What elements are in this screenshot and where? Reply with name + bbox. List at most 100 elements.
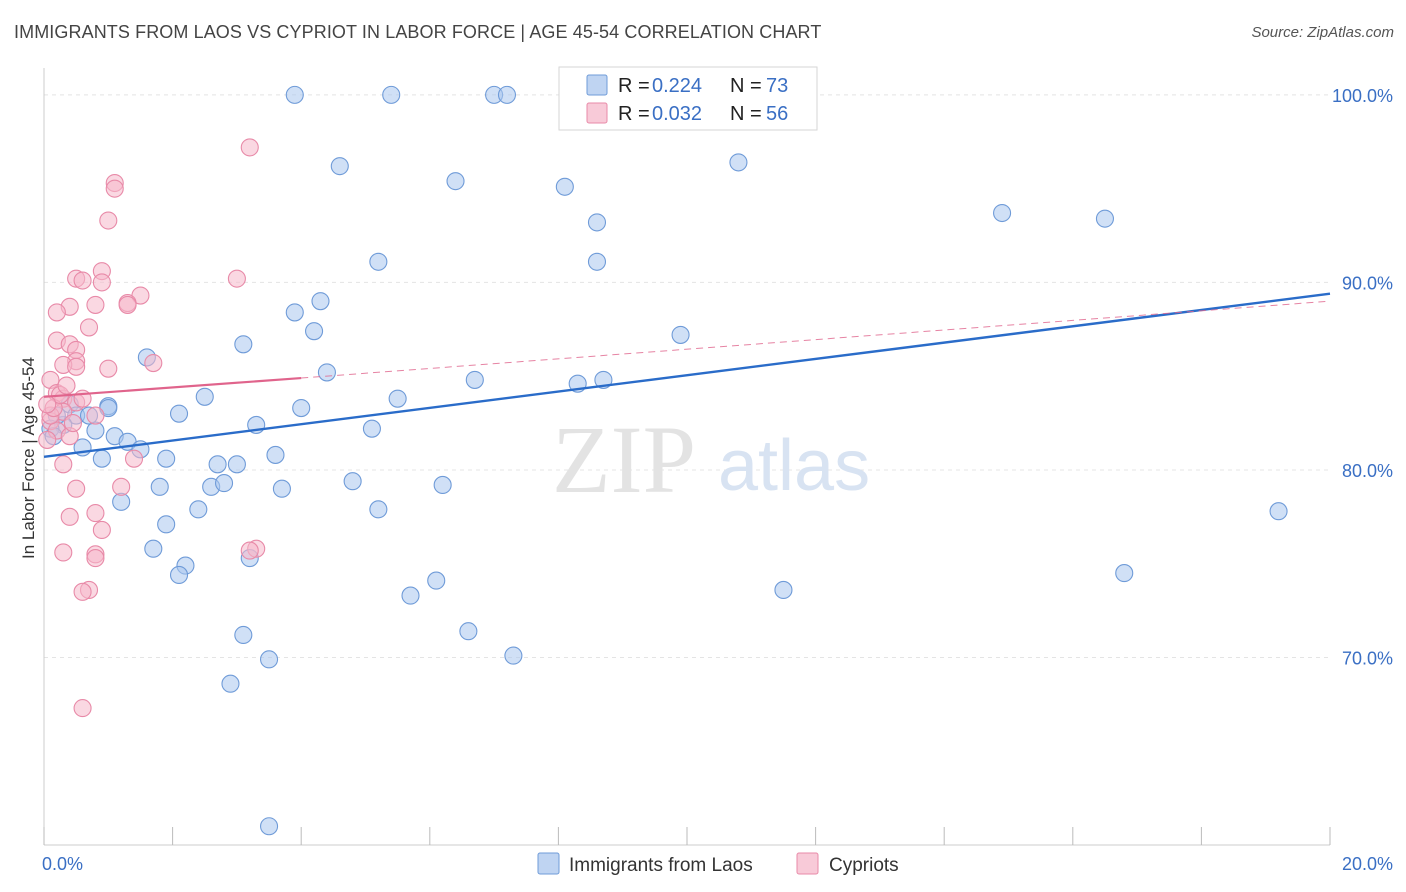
point-laos-31 — [362, 419, 381, 438]
point-cypriots-39 — [112, 477, 131, 496]
point-cypriots-22 — [144, 353, 163, 373]
legend-n-value-cypriots: 56 — [766, 103, 788, 125]
legend-r-label-cypriots: R = — [618, 103, 650, 125]
point-laos-50 — [112, 492, 131, 511]
legend-r-value-cypriots: 0.032 — [652, 103, 702, 125]
point-laos-44 — [150, 477, 169, 496]
x-tick-label-1: 20.0% — [1342, 854, 1393, 874]
point-cypriots-53 — [57, 376, 76, 395]
point-cypriots-13 — [47, 303, 66, 322]
point-laos-3 — [497, 85, 517, 104]
point-laos-9 — [993, 203, 1012, 223]
point-laos-0 — [285, 85, 304, 104]
point-laos-61 — [774, 580, 793, 600]
point-laos-67 — [259, 650, 279, 669]
point-laos-24 — [388, 389, 407, 408]
legend-r-value-laos: 0.224 — [652, 75, 702, 97]
watermark: ZIP atlas — [552, 406, 870, 513]
bottom-legend-swatch-cypriots — [796, 852, 819, 875]
point-laos-46 — [214, 474, 234, 493]
point-laos-23 — [195, 387, 214, 406]
point-cypriots-2 — [105, 179, 124, 198]
trend-line-laos — [43, 292, 1331, 459]
point-cypriots-54 — [63, 414, 82, 433]
legend-n-label-cypriots: N = — [730, 103, 762, 125]
point-laos-66 — [504, 646, 523, 665]
y-axis-title: In Labor Force | Age 45-54 — [19, 357, 38, 559]
point-cypriots-23 — [99, 359, 118, 378]
point-cypriots-15 — [118, 295, 137, 314]
point-laos-59 — [401, 586, 420, 605]
point-laos-5 — [446, 172, 465, 191]
chart-source: Source: ZipAtlas.com — [1251, 24, 1394, 41]
point-laos-6 — [555, 177, 574, 196]
point-cypriots-33 — [38, 430, 57, 449]
point-cypriots-21 — [67, 357, 86, 376]
point-cypriots-0 — [240, 138, 259, 157]
x-tick-labels: 0.0% 20.0% — [42, 854, 1393, 874]
legend-n-value-laos: 73 — [766, 75, 788, 97]
points-layer — [38, 85, 1288, 836]
point-laos-39 — [92, 449, 111, 468]
point-cypriots-6 — [73, 271, 92, 290]
point-cypriots-47 — [240, 541, 259, 560]
x-tick-label-0: 0.0% — [42, 854, 83, 874]
point-laos-47 — [272, 479, 291, 498]
legend-n-label-laos: N = — [730, 75, 762, 97]
point-laos-28 — [169, 404, 189, 423]
point-laos-52 — [369, 500, 388, 519]
trend-layer — [43, 292, 1331, 459]
y-tick-label-1: 90.0% — [1342, 273, 1393, 293]
point-cypriots-45 — [86, 549, 105, 568]
point-cypriots-42 — [92, 520, 111, 540]
point-laos-68 — [221, 674, 240, 693]
point-cypriots-49 — [73, 582, 92, 601]
watermark-zip: ZIP — [552, 406, 696, 513]
point-cypriots-36 — [54, 455, 73, 474]
bottom-legend-swatch-laos — [537, 852, 560, 875]
point-laos-69 — [259, 817, 279, 836]
point-laos-32 — [86, 421, 105, 440]
point-laos-16 — [671, 325, 690, 344]
point-cypriots-38 — [67, 479, 86, 498]
point-laos-15 — [305, 322, 324, 341]
point-laos-60 — [427, 571, 446, 590]
point-laos-49 — [433, 475, 452, 494]
point-laos-40 — [157, 449, 176, 468]
point-laos-27 — [292, 399, 311, 418]
trend-extension-cypriots — [301, 300, 1331, 379]
point-cypriots-43 — [54, 543, 73, 562]
y-tick-label-0: 100.0% — [1332, 86, 1393, 106]
point-laos-4 — [330, 157, 349, 176]
bottom-legend-label-cypriots: Cypriots — [829, 855, 899, 876]
point-laos-65 — [459, 622, 478, 641]
point-laos-1 — [382, 85, 401, 104]
point-laos-48 — [343, 472, 362, 491]
point-laos-19 — [317, 363, 336, 382]
y-tick-label-2: 80.0% — [1342, 461, 1393, 481]
bottom-legend: Immigrants from Laos Cypriots — [537, 852, 899, 876]
y-tick-labels: 100.0% 90.0% 80.0% 70.0% — [1332, 86, 1393, 669]
point-laos-17 — [234, 335, 253, 354]
point-cypriots-37 — [124, 449, 144, 468]
trend-line-cypriots — [43, 376, 302, 398]
point-cypriots-55 — [38, 395, 57, 414]
point-laos-51 — [189, 500, 208, 519]
point-laos-11 — [369, 252, 388, 271]
point-cypriots-50 — [73, 699, 92, 718]
point-laos-63 — [1269, 502, 1288, 521]
y-tick-label-3: 70.0% — [1342, 648, 1393, 668]
point-cypriots-40 — [86, 504, 105, 523]
point-laos-57 — [169, 565, 189, 585]
point-cypriots-14 — [79, 318, 99, 337]
point-cypriots-7 — [92, 273, 111, 292]
point-laos-43 — [227, 455, 246, 474]
bottom-legend-label-laos: Immigrants from Laos — [569, 855, 753, 876]
point-laos-8 — [587, 213, 607, 232]
legend-swatch-cypriots — [586, 102, 608, 124]
legend-r-label-laos: R = — [618, 75, 650, 97]
legend-swatch-laos — [586, 74, 608, 96]
top-legend: R = 0.224 N = 73 R = 0.032 N = 56 — [558, 66, 818, 131]
point-laos-12 — [587, 252, 607, 271]
